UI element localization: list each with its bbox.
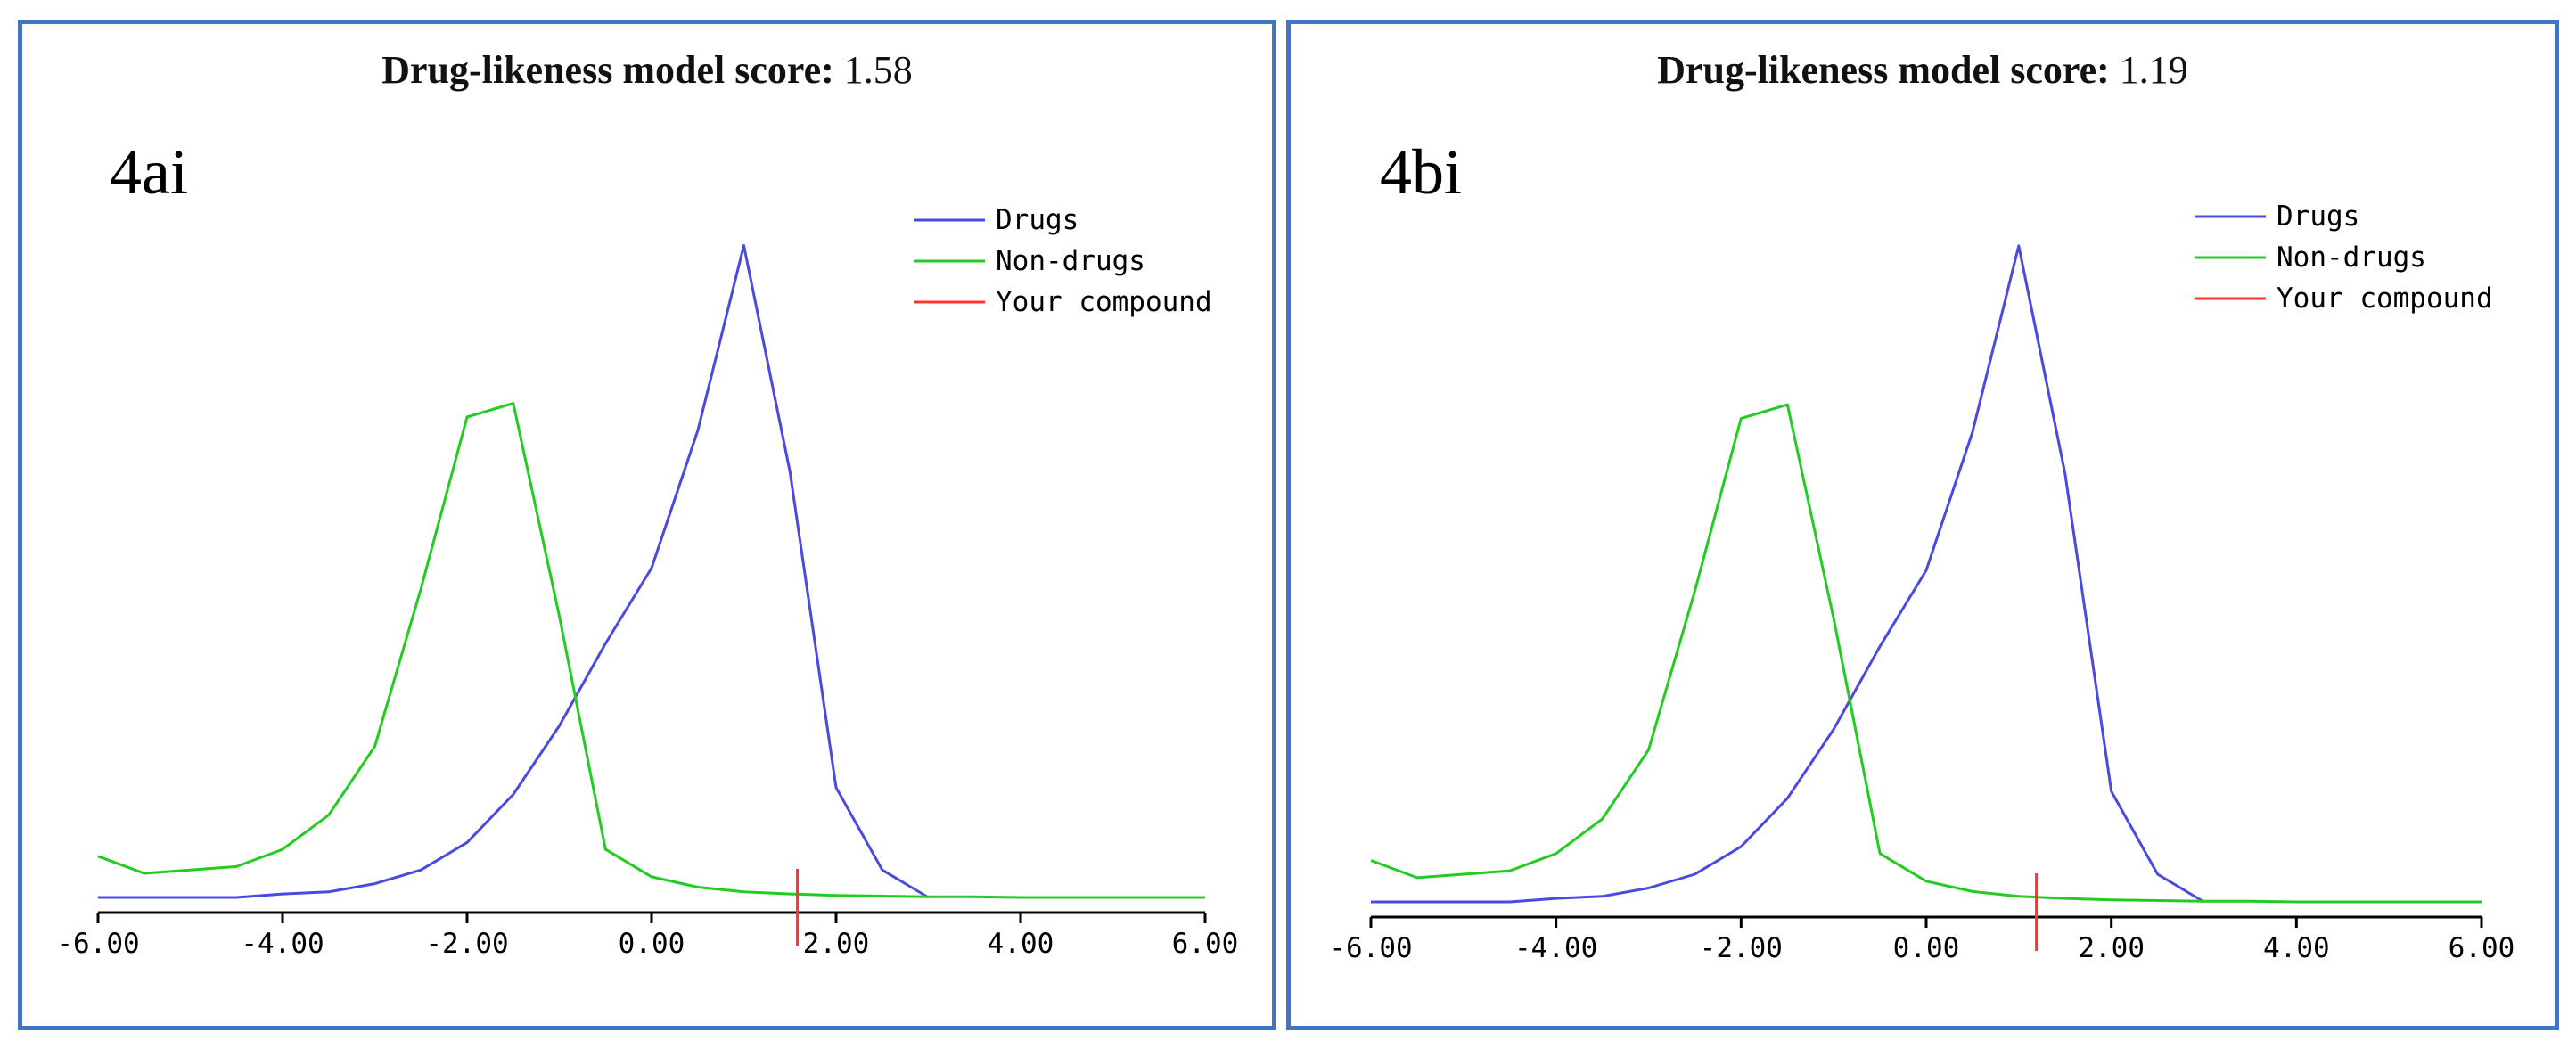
- legend-label: Non-drugs: [2277, 242, 2426, 274]
- series-line-non-drugs: [97, 402, 1205, 899]
- x-tick-label: 0.00: [619, 928, 685, 960]
- x-tick-label: 0.00: [1893, 932, 1960, 964]
- chart-svg: Drug-likeness model score: 1.19 4bi -6.0…: [1329, 48, 2515, 964]
- x-tick-label: 6.00: [2449, 932, 2515, 964]
- x-tick-label: 6.00: [1172, 928, 1239, 960]
- x-tick-label: -2.00: [425, 928, 508, 960]
- x-tick-label: 4.00: [2263, 932, 2330, 964]
- chart-panel-4bi: Drug-likeness model score: 1.19 4bi -6.0…: [1286, 20, 2559, 1030]
- x-tick-label: -2.00: [1700, 932, 1783, 964]
- x-tick-label: -4.00: [241, 928, 324, 960]
- x-tick-label: -4.00: [1514, 932, 1597, 964]
- series-line-non-drugs: [1370, 403, 2482, 904]
- x-tick-label: -6.00: [56, 928, 139, 960]
- x-tick-label: 2.00: [2078, 932, 2145, 964]
- legend-label: Your compound: [996, 286, 1212, 318]
- panel-label: 4ai: [110, 136, 188, 208]
- x-tick-label: 4.00: [988, 928, 1054, 960]
- legend-label: Non-drugs: [996, 245, 1145, 277]
- chart-title: Drug-likeness model score: 1.19: [1657, 48, 2188, 92]
- legend-label: Drugs: [2277, 201, 2359, 233]
- chart-svg: Drug-likeness model score: 1.58 4ai -6.0…: [56, 48, 1239, 960]
- panel-label: 4bi: [1380, 136, 1462, 208]
- series-line-drugs: [1371, 244, 2205, 904]
- x-tick-label: -6.00: [1329, 932, 1412, 964]
- chart-title: Drug-likeness model score: 1.58: [381, 48, 913, 92]
- legend-label: Drugs: [996, 204, 1079, 236]
- chart-panel-4ai: Drug-likeness model score: 1.58 4ai -6.0…: [18, 20, 1276, 1030]
- x-tick-label: 2.00: [803, 928, 870, 960]
- legend-label: Your compound: [2277, 282, 2493, 315]
- series-line-drugs: [98, 244, 930, 899]
